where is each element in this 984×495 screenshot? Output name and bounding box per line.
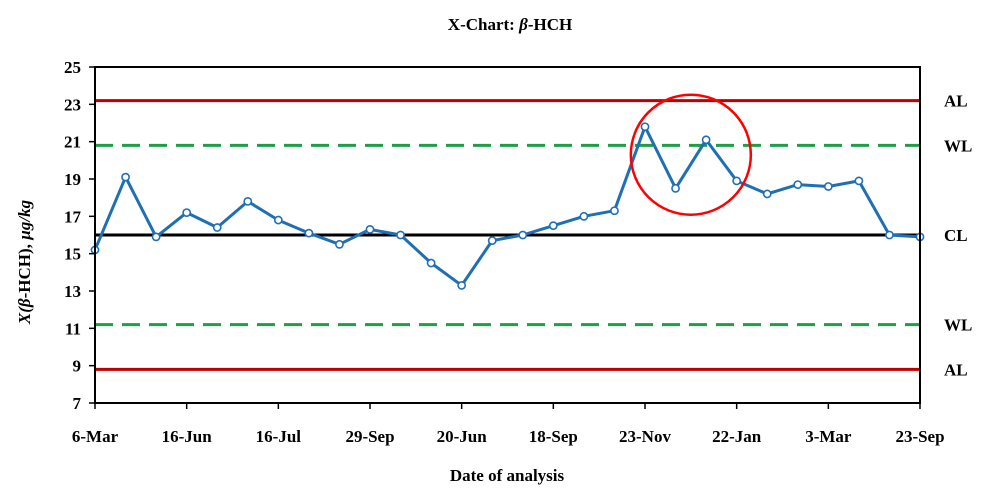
data-point-14 — [518, 230, 528, 240]
x-axis-label: Date of analysis — [450, 466, 565, 485]
data-point-16 — [579, 211, 589, 221]
highlight-circle — [629, 93, 753, 216]
data-point-2 — [151, 232, 161, 242]
control-line-label-wl-1: WL — [944, 136, 972, 155]
y-axis-label-symbol: β — [15, 298, 34, 308]
data-point-21 — [732, 176, 742, 186]
y-tick-label-23: 23 — [64, 95, 81, 114]
data-point-10 — [396, 230, 405, 240]
x-tick-label-6: 23-Nov — [619, 427, 671, 446]
data-point-26 — [885, 230, 894, 240]
series-line — [93, 125, 921, 287]
data-point-22 — [762, 189, 772, 199]
data-point-7 — [304, 228, 314, 238]
chart-title: X-Chart: β-HCH — [448, 15, 572, 34]
control-line-label-wl-3: WL — [944, 316, 972, 335]
chart-title-symbol: β — [518, 15, 528, 34]
y-axis-label-unit: µg/kg — [15, 199, 34, 241]
y-tick-label-13: 13 — [64, 282, 81, 301]
y-tick-label-21: 21 — [64, 133, 81, 152]
highlight-layer — [629, 93, 753, 216]
data-point-24 — [823, 182, 833, 191]
data-point-6 — [273, 215, 283, 225]
control-line-labels: AL WL CL WL AL — [944, 92, 972, 380]
control-line-label-al-0: AL — [944, 92, 968, 111]
y-tick-label-15: 15 — [64, 245, 81, 264]
chart-title-prefix: X-Chart: — [448, 15, 519, 34]
y-tick-label-25: 25 — [64, 58, 81, 77]
x-tick-label-8: 3-Mar — [805, 427, 852, 446]
data-point-8 — [335, 239, 344, 249]
data-point-12 — [457, 280, 467, 290]
plot-area-frame — [94, 66, 921, 404]
data-point-20 — [701, 135, 711, 145]
control-lines — [95, 99, 920, 371]
control-line-label-cl-2: CL — [944, 226, 968, 245]
data-point-11 — [426, 258, 436, 268]
data-point-23 — [793, 180, 803, 189]
data-point-3 — [182, 208, 192, 217]
x-tick-label-5: 18-Sep — [529, 427, 578, 446]
y-tick-label-11: 11 — [65, 319, 81, 338]
data-point-18 — [640, 122, 650, 132]
x-tick-label-9: 23-Sep — [895, 427, 944, 446]
data-point-17 — [610, 206, 619, 216]
control-line-label-al-4: AL — [944, 360, 968, 379]
data-point-4 — [212, 223, 222, 232]
data-point-9 — [365, 224, 375, 234]
y-tick-label-7: 7 — [73, 394, 82, 413]
x-tick-label-1: 16-Jun — [162, 427, 213, 446]
y-axis-label-prefix: X( — [15, 306, 34, 325]
y-axis: 7 9 11 13 15 17 19 21 23 25 — [64, 58, 95, 413]
x-tick-label-2: 16-Jul — [256, 427, 302, 446]
x-tick-label-7: 22-Jan — [712, 427, 762, 446]
data-point-1 — [121, 172, 130, 182]
x-tick-label-4: 20-Jun — [437, 427, 488, 446]
data-point-25 — [854, 176, 864, 186]
x-tick-label-0: 6-Mar — [72, 427, 119, 446]
y-tick-label-19: 19 — [64, 170, 81, 189]
x-axis: 6-Mar 16-Jun 16-Jul 29-Sep 20-Jun 18-Sep 23-No… — [72, 403, 945, 446]
series-layer — [90, 122, 925, 290]
data-point-15 — [548, 221, 558, 231]
data-point-13 — [487, 236, 497, 245]
y-tick-label-9: 9 — [73, 357, 82, 376]
chart-title-suffix: -HCH — [528, 15, 572, 34]
data-point-19 — [671, 183, 680, 193]
data-point-5 — [243, 196, 253, 206]
y-axis-label: X(β-HCH), µg/kg — [15, 199, 34, 325]
x-tick-label-3: 29-Sep — [345, 427, 394, 446]
y-axis-label-suffix: -HCH), — [15, 240, 34, 299]
y-tick-label-17: 17 — [64, 207, 82, 226]
